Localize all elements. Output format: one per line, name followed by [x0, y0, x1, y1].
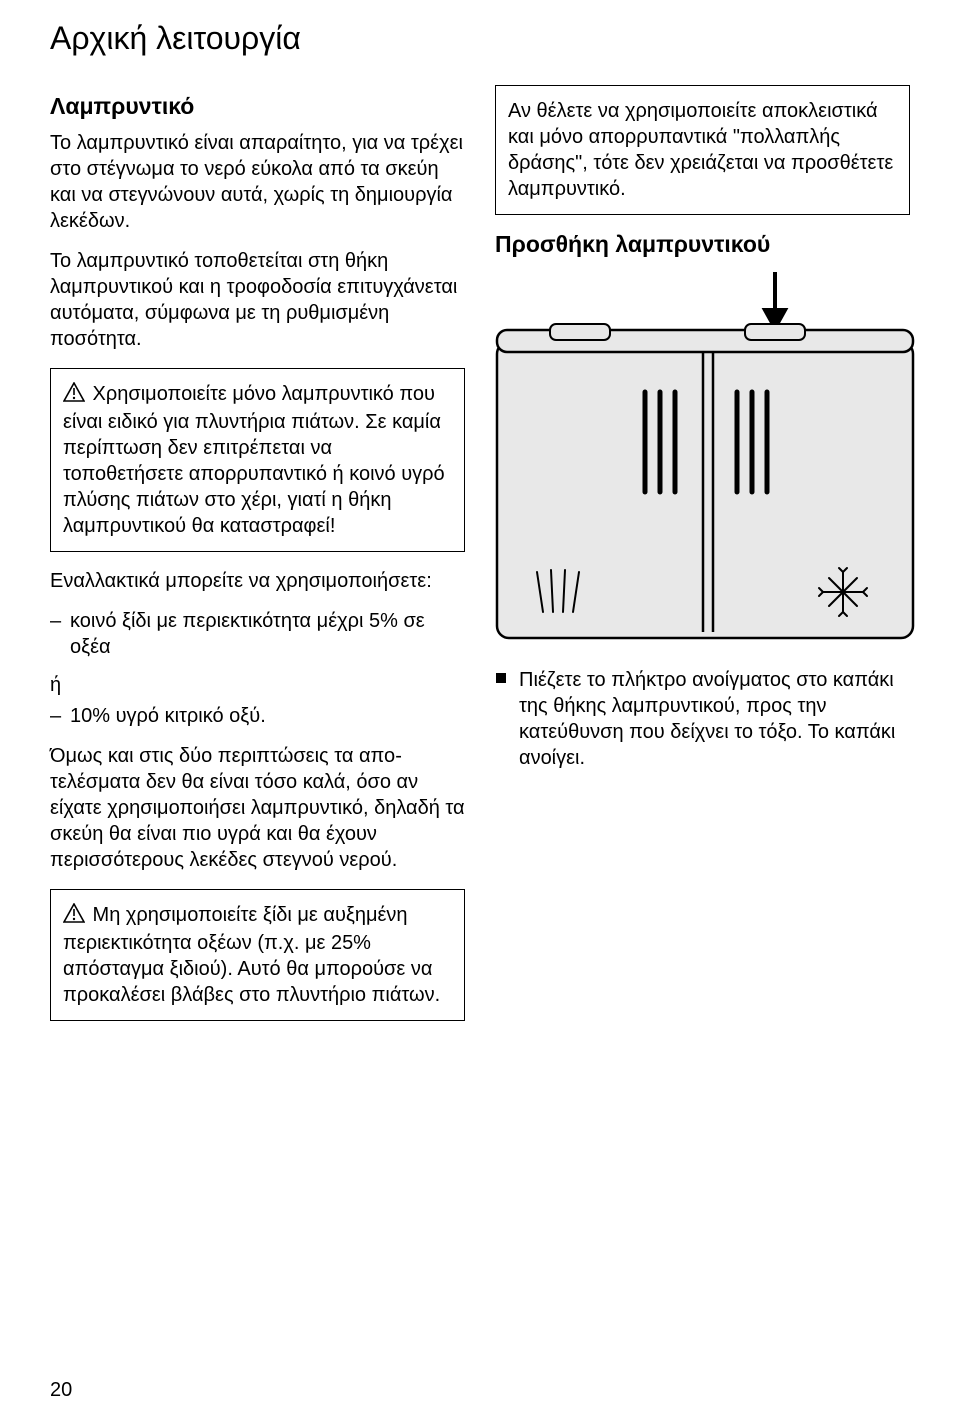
page-title: Αρχική λειτουργία	[50, 20, 910, 57]
or-separator: ή	[50, 674, 465, 697]
left-heading: Λαμπρυντικό	[50, 93, 465, 120]
left-para-3: Εναλλακτικά μπορείτε να χρησιμοποιή­σετε…	[50, 568, 465, 594]
warning-callout-2: Μη χρησιμοποιείτε ξίδι με αυξη­μένη περι…	[50, 889, 465, 1021]
left-column: Λαμπρυντικό Το λαμπρυντικό είναι απαραίτ…	[50, 85, 465, 1037]
instruction-text: Πιέζετε το πλήκτρο ανοίγματος στο καπάκι…	[519, 667, 910, 771]
alternatives-list: – κοινό ξίδι με περιεκτικότητα μέχρι 5% …	[50, 608, 465, 660]
left-para-4: Όμως και στις δύο περιπτώσεις τα απο­τελ…	[50, 743, 465, 873]
right-column: Αν θέλετε να χρησιμοποιείτε απο­κλειστικ…	[495, 85, 910, 1037]
dispenser-diagram	[495, 272, 910, 647]
square-bullet-icon	[495, 667, 519, 771]
list-item: – κοινό ξίδι με περιεκτικότητα μέχρι 5% …	[50, 608, 465, 660]
list-item-text: κοινό ξίδι με περιεκτικότητα μέχρι 5% σε…	[70, 608, 465, 660]
warning-callout-1: Χρησιμοποιείτε μόνο λαμπρυ­ντικό που είν…	[50, 368, 465, 552]
left-para-1: Το λαμπρυντικό είναι απαραίτητο, για να …	[50, 130, 465, 234]
info-callout-text: Αν θέλετε να χρησιμοποιείτε απο­κλειστικ…	[508, 98, 897, 202]
instruction-list: Πιέζετε το πλήκτρο ανοίγματος στο καπάκι…	[495, 667, 910, 771]
alternatives-list-2: – 10% υγρό κιτρικό οξύ.	[50, 703, 465, 729]
warning-triangle-icon	[63, 903, 85, 930]
warning-callout-1-text: Χρησιμοποιείτε μόνο λαμπρυ­ντικό που είν…	[63, 383, 445, 537]
right-heading: Προσθήκη λαμπρυντικού	[495, 231, 910, 258]
info-callout: Αν θέλετε να χρησιμοποιείτε απο­κλειστικ…	[495, 85, 910, 215]
list-item-text: 10% υγρό κιτρικό οξύ.	[70, 703, 465, 729]
warning-triangle-icon	[63, 382, 85, 409]
dash-marker-icon: –	[50, 703, 70, 729]
dash-marker-icon: –	[50, 608, 70, 660]
page-number: 20	[50, 1379, 72, 1402]
left-para-2: Το λαμπρυντικό τοποθετείται στη θήκη λαμ…	[50, 248, 465, 352]
warning-callout-2-text: Μη χρησιμοποιείτε ξίδι με αυξη­μένη περι…	[63, 904, 440, 1006]
two-column-layout: Λαμπρυντικό Το λαμπρυντικό είναι απαραίτ…	[50, 85, 910, 1037]
list-item: Πιέζετε το πλήκτρο ανοίγματος στο καπάκι…	[495, 667, 910, 771]
list-item: – 10% υγρό κιτρικό οξύ.	[50, 703, 465, 729]
